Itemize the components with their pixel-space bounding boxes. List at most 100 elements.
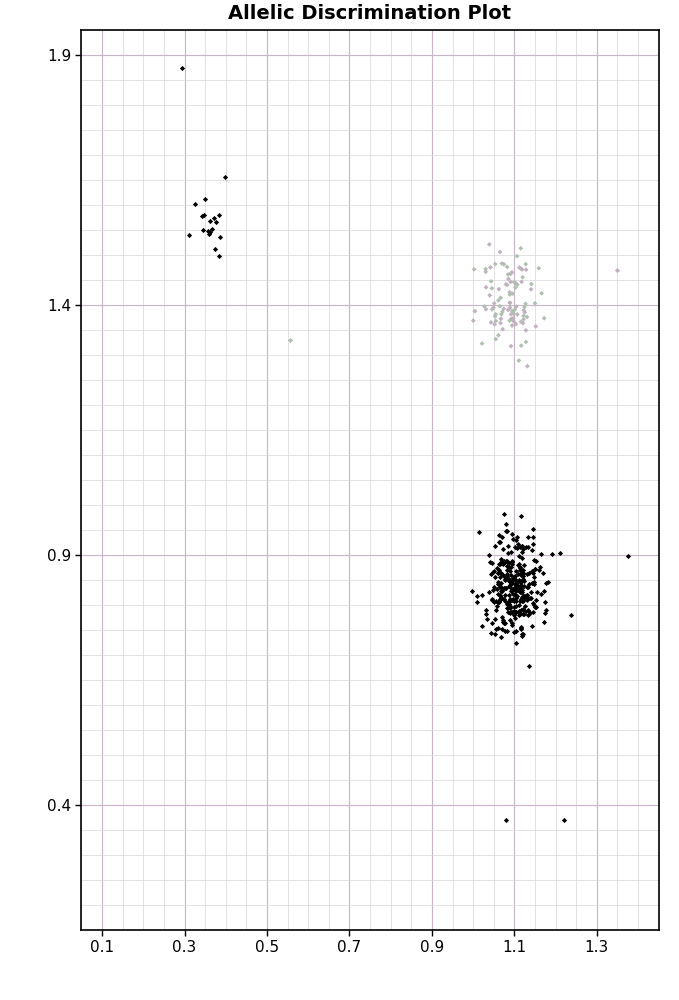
Point [511, 588, 521, 604]
Point [494, 527, 504, 543]
Point [518, 571, 529, 587]
Point [517, 550, 528, 566]
Point [500, 580, 511, 596]
Point [531, 553, 542, 569]
Point [516, 628, 527, 644]
Point [512, 529, 523, 545]
Point [529, 552, 540, 568]
Point [518, 590, 529, 606]
Point [489, 295, 500, 311]
Point [500, 580, 511, 596]
Point [538, 614, 549, 630]
Point [509, 274, 519, 290]
Point [524, 604, 535, 620]
Point [511, 299, 521, 315]
Point [514, 597, 525, 613]
Point [521, 566, 532, 582]
Point [515, 574, 526, 590]
Point [494, 534, 504, 550]
Point [486, 625, 497, 641]
Point [530, 592, 541, 608]
Point [503, 271, 514, 287]
Point [515, 574, 526, 590]
Point [518, 606, 529, 622]
Point [500, 812, 511, 828]
Point [502, 604, 513, 620]
Point [504, 295, 515, 311]
Point [521, 322, 532, 338]
Point [513, 536, 524, 552]
Point [516, 577, 527, 593]
Point [204, 213, 215, 229]
Point [517, 582, 528, 598]
Point [515, 606, 526, 622]
Point [516, 274, 527, 290]
Point [517, 593, 528, 609]
Point [521, 587, 532, 603]
Point [502, 545, 513, 561]
Point [526, 590, 537, 606]
Point [508, 624, 519, 640]
Point [526, 584, 536, 600]
Point [517, 626, 528, 642]
Point [485, 259, 496, 275]
Point [513, 603, 524, 619]
Point [502, 259, 513, 275]
Point [505, 600, 516, 616]
Point [495, 587, 506, 603]
Point [495, 315, 506, 331]
Point [505, 612, 516, 628]
Point [200, 191, 210, 207]
Point [502, 523, 513, 539]
Point [540, 594, 551, 610]
Point [507, 556, 518, 572]
Point [530, 295, 540, 311]
Point [511, 623, 521, 639]
Point [515, 591, 526, 607]
Point [496, 591, 507, 607]
Point [504, 295, 515, 311]
Point [512, 577, 523, 593]
Point [515, 260, 526, 276]
Point [202, 223, 213, 239]
Point [518, 557, 529, 573]
Point [469, 303, 480, 319]
Point [510, 532, 521, 548]
Point [517, 601, 528, 617]
Point [558, 812, 569, 828]
Point [522, 358, 533, 374]
Point [504, 559, 515, 575]
Point [521, 579, 532, 595]
Point [503, 594, 514, 610]
Point [515, 620, 526, 636]
Point [197, 222, 208, 238]
Point [535, 546, 546, 562]
Point [511, 604, 521, 620]
Point [515, 314, 526, 330]
Point [502, 302, 513, 318]
Point [521, 592, 532, 608]
Point [490, 256, 500, 272]
Point [511, 563, 521, 579]
Point [183, 227, 194, 243]
Point [505, 576, 516, 592]
Point [517, 538, 528, 554]
Point [530, 561, 540, 577]
Point [204, 224, 215, 240]
Point [496, 565, 507, 581]
Point [490, 626, 501, 642]
Point [501, 568, 512, 584]
Point [519, 588, 530, 604]
Point [484, 236, 495, 252]
Point [489, 538, 500, 554]
Point [529, 561, 540, 577]
Point [515, 580, 526, 596]
Point [521, 334, 532, 350]
Point [517, 606, 528, 622]
Point [494, 593, 505, 609]
Point [516, 544, 527, 560]
Point [506, 575, 517, 591]
Point [498, 301, 509, 317]
Point [517, 626, 528, 642]
Point [510, 275, 521, 291]
